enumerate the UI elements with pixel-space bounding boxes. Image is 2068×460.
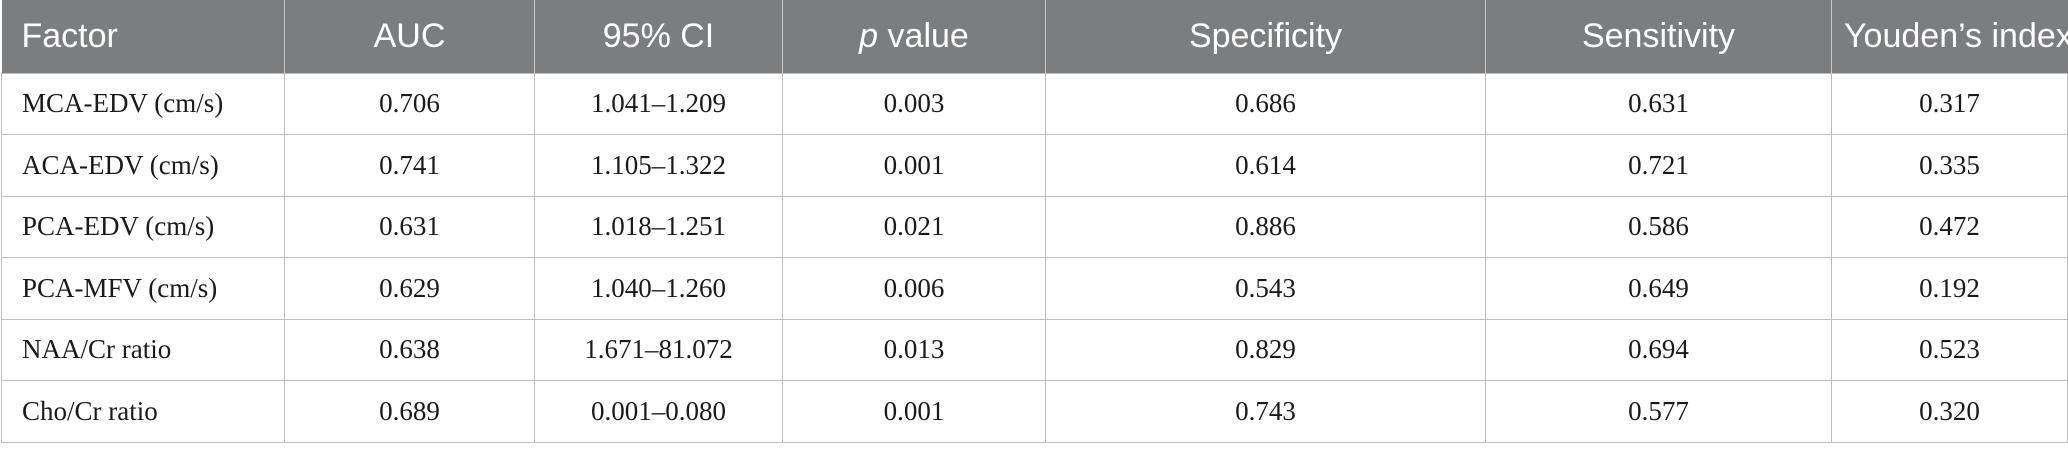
header-p-value: p value [782, 0, 1046, 73]
cell-youden: 0.523 [1831, 318, 2068, 381]
table-row: MCA-EDV (cm/s) 0.706 1.041–1.209 0.003 0… [1, 72, 2068, 135]
cell-p-value: 0.013 [782, 318, 1046, 381]
cell-ci: 0.001–0.080 [534, 380, 783, 443]
cell-specificity: 0.686 [1045, 72, 1486, 135]
cell-p-value: 0.003 [782, 72, 1046, 135]
cell-sensitivity: 0.586 [1485, 195, 1832, 258]
cell-auc: 0.689 [284, 380, 535, 443]
header-specificity: Specificity [1045, 0, 1486, 73]
cell-factor: PCA-MFV (cm/s) [1, 257, 285, 320]
cell-p-value: 0.001 [782, 380, 1046, 443]
results-table: Factor AUC 95% CI p value Specificity Se… [1, 0, 2068, 443]
cell-youden: 0.472 [1831, 195, 2068, 258]
table-row: Cho/Cr ratio 0.689 0.001–0.080 0.001 0.7… [1, 380, 2068, 443]
cell-auc: 0.706 [284, 72, 535, 135]
cell-factor: PCA-EDV (cm/s) [1, 195, 285, 258]
cell-youden: 0.192 [1831, 257, 2068, 320]
cell-specificity: 0.614 [1045, 134, 1486, 197]
table-row: PCA-EDV (cm/s) 0.631 1.018–1.251 0.021 0… [1, 195, 2068, 258]
cell-auc: 0.629 [284, 257, 535, 320]
cell-sensitivity: 0.631 [1485, 72, 1832, 135]
cell-sensitivity: 0.649 [1485, 257, 1832, 320]
header-ci: 95% CI [534, 0, 783, 73]
cell-factor: NAA/Cr ratio [1, 318, 285, 381]
cell-sensitivity: 0.721 [1485, 134, 1832, 197]
cell-factor: Cho/Cr ratio [1, 380, 285, 443]
table-row: ACA-EDV (cm/s) 0.741 1.105–1.322 0.001 0… [1, 134, 2068, 197]
cell-specificity: 0.743 [1045, 380, 1486, 443]
cell-ci: 1.040–1.260 [534, 257, 783, 320]
cell-sensitivity: 0.577 [1485, 380, 1832, 443]
cell-auc: 0.631 [284, 195, 535, 258]
cell-specificity: 0.886 [1045, 195, 1486, 258]
cell-auc: 0.741 [284, 134, 535, 197]
header-p-label: value [878, 16, 969, 55]
cell-factor: MCA-EDV (cm/s) [1, 72, 285, 135]
cell-factor: ACA-EDV (cm/s) [1, 134, 285, 197]
cell-ci: 1.018–1.251 [534, 195, 783, 258]
table-row: PCA-MFV (cm/s) 0.629 1.040–1.260 0.006 0… [1, 257, 2068, 320]
cell-ci: 1.041–1.209 [534, 72, 783, 135]
cell-specificity: 0.543 [1045, 257, 1486, 320]
cell-p-value: 0.021 [782, 195, 1046, 258]
cell-ci: 1.671–81.072 [534, 318, 783, 381]
header-youden: Youden’s index [1831, 0, 2068, 73]
header-auc: AUC [284, 0, 535, 73]
cell-ci: 1.105–1.322 [534, 134, 783, 197]
table-row: NAA/Cr ratio 0.638 1.671–81.072 0.013 0.… [1, 318, 2068, 381]
cell-sensitivity: 0.694 [1485, 318, 1832, 381]
cell-p-value: 0.001 [782, 134, 1046, 197]
header-p-symbol: p [859, 16, 879, 55]
cell-auc: 0.638 [284, 318, 535, 381]
cell-p-value: 0.006 [782, 257, 1046, 320]
header-row: Factor AUC 95% CI p value Specificity Se… [1, 0, 2068, 73]
header-sensitivity: Sensitivity [1485, 0, 1832, 73]
cell-youden: 0.317 [1831, 72, 2068, 135]
cell-youden: 0.320 [1831, 380, 2068, 443]
cell-youden: 0.335 [1831, 134, 2068, 197]
header-factor: Factor [1, 0, 285, 73]
cell-specificity: 0.829 [1045, 318, 1486, 381]
